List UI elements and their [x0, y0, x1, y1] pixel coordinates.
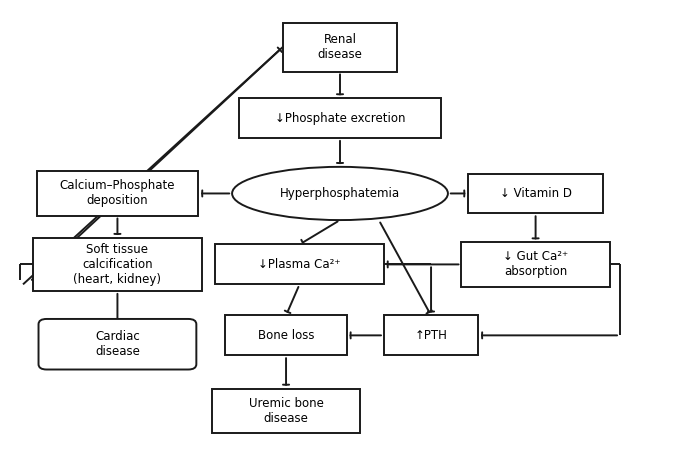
Text: ↓Phosphate excretion: ↓Phosphate excretion	[275, 111, 405, 124]
Bar	[468, 173, 603, 213]
Bar	[462, 242, 610, 286]
Text: Calcium–Phosphate
deposition: Calcium–Phosphate deposition	[60, 180, 175, 207]
Bar	[283, 23, 397, 71]
Ellipse shape	[232, 167, 448, 220]
Text: Uremic bone
disease: Uremic bone disease	[249, 397, 324, 425]
Text: Bone loss: Bone loss	[258, 329, 314, 342]
Bar	[212, 388, 360, 433]
Bar	[216, 244, 384, 284]
Text: ↓Plasma Ca²⁺: ↓Plasma Ca²⁺	[258, 258, 341, 271]
Bar	[225, 315, 347, 355]
Text: ↑PTH: ↑PTH	[415, 329, 447, 342]
Text: ↓ Gut Ca²⁺
absorption: ↓ Gut Ca²⁺ absorption	[503, 251, 568, 278]
Text: Soft tissue
calcification
(heart, kidney): Soft tissue calcification (heart, kidney…	[73, 243, 161, 286]
Text: ↓ Vitamin D: ↓ Vitamin D	[500, 187, 572, 200]
Text: Hyperphosphatemia: Hyperphosphatemia	[280, 187, 400, 200]
FancyBboxPatch shape	[39, 319, 197, 370]
Bar	[239, 98, 441, 138]
Bar	[384, 315, 478, 355]
Bar	[33, 238, 202, 291]
Bar	[37, 171, 199, 216]
Text: Renal
disease: Renal disease	[318, 33, 362, 61]
Text: Cardiac
disease: Cardiac disease	[95, 330, 140, 358]
